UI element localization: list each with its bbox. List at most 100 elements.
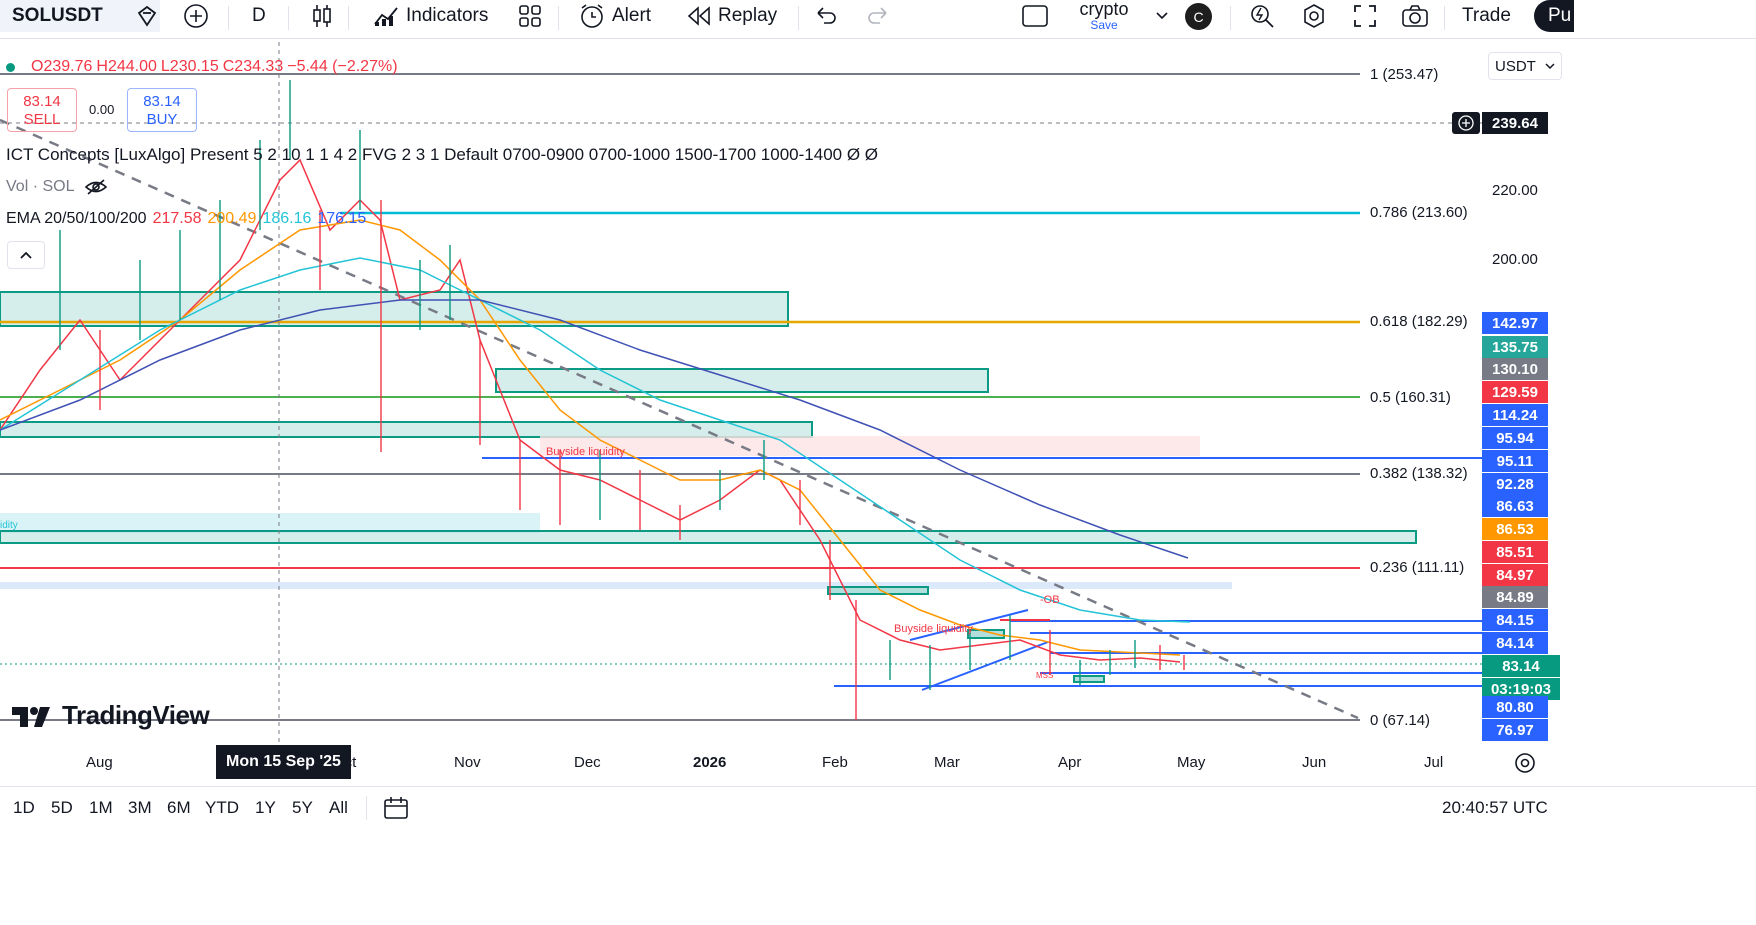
ohlc-legend: O239.76 H244.00 L230.15 C234.33 −5.44 (−… bbox=[6, 58, 398, 76]
price-tag: 86.53 bbox=[1482, 518, 1548, 540]
publish-button[interactable]: Pu bbox=[1534, 0, 1574, 32]
wedge-upper-trendline bbox=[909, 609, 1029, 641]
replay-label: Replay bbox=[718, 5, 778, 26]
ohlc-high: H244.00 bbox=[96, 58, 157, 75]
fib-label-1: 1 (253.47) bbox=[1370, 66, 1439, 83]
undo-icon[interactable] bbox=[814, 0, 838, 32]
buyside-liquidity-zone bbox=[540, 436, 1200, 456]
ema20-value: 217.58 bbox=[152, 210, 202, 227]
time-label: Dec bbox=[574, 754, 601, 771]
buyside-liquidity-label: Buyside liquidity bbox=[894, 623, 973, 635]
camera-snapshot-icon[interactable] bbox=[1400, 0, 1430, 32]
time-label: Apr bbox=[1058, 754, 1082, 771]
price-tag: 130.10 bbox=[1482, 358, 1548, 380]
range-1m-button[interactable]: 1M bbox=[89, 798, 113, 817]
buy-price: 83.14 bbox=[143, 93, 181, 110]
symbol-search-button[interactable]: SOLUSDT bbox=[0, 0, 160, 32]
price-tag: 142.97 bbox=[1482, 312, 1548, 334]
tradingview-logo[interactable]: TradingView bbox=[10, 700, 210, 731]
ema200-line bbox=[0, 299, 1189, 559]
interval-label: D bbox=[252, 5, 266, 26]
interval-button[interactable]: D bbox=[252, 0, 266, 32]
ema100-line bbox=[0, 257, 1191, 623]
fib-label-0618: 0.618 (182.29) bbox=[1370, 313, 1468, 330]
indicator-templates-icon[interactable] bbox=[518, 0, 542, 32]
range-ytd-button[interactable]: YTD bbox=[205, 798, 239, 817]
toolbar-divider bbox=[366, 796, 367, 820]
axis-settings-icon[interactable] bbox=[1512, 750, 1538, 781]
time-label: Jul bbox=[1424, 754, 1444, 771]
price-tag: 85.51 bbox=[1482, 541, 1548, 563]
fib-label-0: 0 (67.14) bbox=[1370, 712, 1431, 729]
add-symbol-icon[interactable] bbox=[134, 0, 160, 32]
indicators-button[interactable]: Indicators bbox=[372, 0, 488, 32]
range-6m-button[interactable]: 6M bbox=[167, 798, 191, 817]
fib-label-0236: 0.236 (111.11) bbox=[1370, 559, 1465, 576]
liquidity-zone bbox=[0, 513, 540, 533]
trade-label: Trade bbox=[1462, 5, 1511, 26]
bottom-toolbar bbox=[0, 786, 1756, 829]
chevron-up-icon bbox=[20, 251, 32, 259]
alert-button[interactable]: Alert bbox=[578, 0, 651, 32]
liquidity-label: idity bbox=[0, 520, 18, 531]
fvg-zone bbox=[0, 421, 813, 438]
price-tag: 86.63 bbox=[1482, 495, 1548, 517]
redo-icon[interactable] bbox=[866, 0, 890, 32]
alert-label: Alert bbox=[612, 5, 652, 26]
buy-label: BUY bbox=[146, 111, 178, 128]
trade-button[interactable]: Trade bbox=[1462, 0, 1511, 32]
ema100-value: 186.16 bbox=[262, 210, 312, 227]
indicators-icon bbox=[374, 7, 398, 26]
price-scale[interactable]: USDT bbox=[1482, 42, 1756, 780]
replay-button[interactable]: Replay bbox=[686, 0, 777, 32]
range-5y-button[interactable]: 5Y bbox=[292, 798, 313, 817]
alarm-clock-icon bbox=[581, 4, 603, 28]
avatar[interactable]: C bbox=[1185, 3, 1212, 30]
eye-hidden-icon[interactable] bbox=[84, 178, 108, 196]
ohlc-close: C234.33 bbox=[222, 58, 284, 75]
settings-gear-icon[interactable] bbox=[1300, 0, 1328, 32]
date-range-calendar-icon[interactable] bbox=[382, 795, 410, 826]
price-tag: 84.14 bbox=[1482, 632, 1548, 654]
collapse-legend-button[interactable] bbox=[7, 241, 45, 269]
candlestick-series bbox=[59, 80, 1185, 720]
ema-legend[interactable]: EMA 20/50/100/200 217.58 200.49 186.16 1… bbox=[6, 210, 366, 228]
price-tag: 114.24 bbox=[1482, 404, 1548, 426]
chart-pane[interactable]: Buyside liquidity Buyside liquidity -OB … bbox=[0, 42, 1482, 780]
price-tag: 95.11 bbox=[1482, 450, 1548, 472]
fib-label-0382: 0.382 (138.32) bbox=[1370, 465, 1468, 482]
price-tag: 84.89 bbox=[1482, 586, 1548, 608]
toolbar-divider bbox=[288, 6, 289, 30]
utc-clock[interactable]: 20:40:57 UTC bbox=[1442, 798, 1548, 817]
buy-button[interactable]: 83.14 BUY bbox=[127, 88, 197, 132]
currency-label: USDT bbox=[1495, 57, 1536, 75]
layout-save-label: Save bbox=[1090, 18, 1118, 32]
price-tag: 84.97 bbox=[1482, 564, 1548, 586]
sell-button[interactable]: 83.14 SELL bbox=[7, 88, 77, 132]
avatar-letter: C bbox=[1193, 8, 1204, 25]
layout-name-button[interactable]: crypto Save bbox=[1074, 0, 1134, 32]
ohlc-open: O239.76 bbox=[31, 58, 93, 75]
add-plus-icon[interactable] bbox=[1452, 112, 1480, 134]
wedge-lower-trendline bbox=[921, 641, 1049, 691]
price-chart-canvas[interactable]: Buyside liquidity Buyside liquidity -OB … bbox=[0, 42, 1482, 780]
currency-select[interactable]: USDT bbox=[1488, 52, 1562, 80]
ohlc-low: L230.15 bbox=[160, 58, 219, 75]
candles-chart-type-icon[interactable] bbox=[310, 0, 334, 32]
chevron-down-icon[interactable] bbox=[1154, 0, 1170, 32]
ema-label: EMA 20/50/100/200 bbox=[6, 210, 147, 227]
range-3m-button[interactable]: 3M bbox=[128, 798, 152, 817]
range-1y-button[interactable]: 1Y bbox=[255, 798, 276, 817]
fvg-zone bbox=[0, 530, 1417, 544]
volume-legend[interactable]: Vol · SOL bbox=[6, 178, 108, 196]
compare-plus-icon[interactable] bbox=[182, 0, 210, 32]
fullscreen-icon[interactable] bbox=[1352, 0, 1378, 32]
range-5d-button[interactable]: 5D bbox=[51, 798, 73, 817]
range-all-button[interactable]: All bbox=[329, 798, 348, 817]
ema200-value: 176.15 bbox=[317, 210, 367, 227]
layout-select-icon[interactable] bbox=[1020, 0, 1050, 32]
ict-indicator-legend[interactable]: ICT Concepts [LuxAlgo] Present 5 2 10 1 … bbox=[6, 145, 878, 164]
range-1d-button[interactable]: 1D bbox=[13, 798, 35, 817]
ohlc-change: −5.44 (−2.27%) bbox=[287, 58, 398, 75]
quick-search-icon[interactable] bbox=[1248, 0, 1276, 32]
